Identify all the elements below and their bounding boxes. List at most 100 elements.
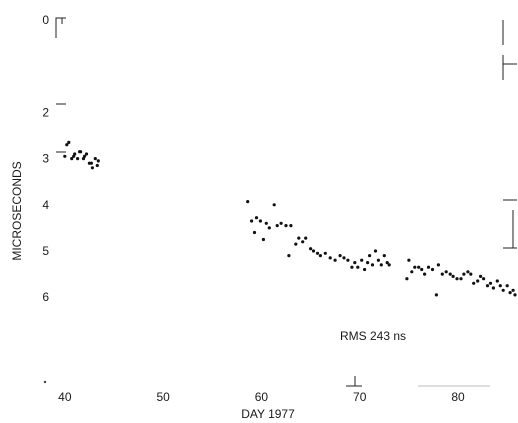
y-tick-label-3: 4: [42, 198, 49, 212]
data-point-57: [382, 254, 386, 258]
data-point-83: [482, 277, 486, 281]
data-point-31: [289, 224, 293, 228]
data-point-89: [501, 288, 505, 292]
data-point-44: [342, 256, 346, 260]
data-point-25: [267, 226, 271, 230]
x-tick-label-4: 80: [451, 390, 465, 404]
data-point-21: [254, 216, 259, 220]
data-point-67: [426, 265, 431, 269]
data-point-26: [272, 203, 276, 207]
y-tick-label-1: 2: [42, 105, 49, 119]
x-tick-label-2: 60: [255, 390, 269, 404]
data-point-22: [258, 219, 262, 223]
data-point-80: [472, 281, 476, 285]
data-point-59: [387, 263, 391, 267]
data-point-91: [508, 291, 512, 295]
data-point-50: [363, 267, 367, 272]
data-point-62: [410, 270, 414, 274]
data-point-17: [95, 163, 99, 168]
data-point-38: [315, 251, 320, 255]
data-point-16: [89, 161, 93, 165]
data-point-61: [407, 258, 411, 262]
data-point-69: [434, 293, 438, 297]
data-point-74: [451, 274, 455, 278]
data-point-82: [479, 274, 483, 278]
data-point-93: [513, 293, 517, 297]
data-point-76: [459, 277, 463, 281]
data-point-68: [430, 267, 435, 272]
data-point-11: [96, 159, 100, 163]
data-point-52: [368, 254, 372, 258]
data-point-19: [250, 219, 254, 223]
data-point-28: [279, 221, 283, 225]
y-tick-label-0: 0: [42, 13, 49, 27]
y-tick-label-2: 3: [42, 152, 49, 166]
data-point-43: [338, 254, 342, 258]
data-point-10: [93, 157, 97, 161]
data-point-53: [370, 263, 375, 267]
data-point-46: [350, 265, 354, 269]
data-point-71: [440, 272, 444, 276]
data-point-72: [444, 270, 448, 274]
data-point-0: [63, 154, 67, 158]
data-point-36: [309, 247, 313, 251]
data-point-14: [78, 150, 82, 154]
data-point-60: [405, 277, 409, 281]
rms-annotation: RMS 243 ns: [340, 329, 406, 343]
data-point-23: [261, 237, 265, 242]
data-point-35: [304, 236, 308, 240]
data-point-58: [385, 261, 389, 265]
data-point-2: [70, 157, 74, 161]
data-point-77: [462, 272, 466, 276]
stray-mark: [43, 380, 47, 384]
data-point-41: [328, 256, 332, 260]
data-point-18: [246, 200, 250, 204]
data-point-92: [511, 288, 515, 292]
x-tick-labels: 40 50 60 70 80: [58, 390, 465, 404]
right-edge-mark-mid: [503, 199, 517, 249]
data-point-42: [333, 258, 337, 262]
data-point-39: [318, 254, 322, 258]
data-point-70: [436, 263, 440, 267]
data-point-24: [264, 221, 268, 225]
data-point-27: [275, 224, 279, 228]
right-edge-mark-top: [502, 20, 517, 80]
data-point-34: [301, 240, 305, 244]
data-point-51: [366, 261, 370, 265]
data-point-63: [413, 265, 417, 269]
y-tick-labels: 0 2 3 4 5 6: [42, 13, 49, 304]
data-point-33: [297, 236, 301, 240]
data-point-86: [491, 286, 495, 290]
data-point-1: [67, 140, 71, 144]
x-axis-label: DAY 1977: [241, 407, 295, 421]
y-tick-label-5: 6: [42, 290, 49, 304]
x-tick-label-0: 40: [58, 390, 72, 404]
data-point-78: [466, 270, 470, 274]
data-points: [63, 140, 517, 297]
data-point-90: [505, 284, 509, 288]
x-tick-label-3: 70: [353, 390, 367, 404]
data-point-4: [76, 157, 80, 161]
data-point-7: [84, 152, 89, 156]
y-tick-label-4: 5: [42, 244, 49, 258]
data-point-15: [82, 154, 87, 158]
data-point-20: [252, 230, 257, 235]
data-point-9: [90, 166, 94, 170]
y-axis-label: MICROSECONDS: [10, 161, 24, 260]
data-point-75: [455, 277, 459, 281]
data-point-47: [353, 261, 357, 265]
data-point-79: [469, 272, 473, 276]
data-point-87: [495, 279, 499, 283]
data-point-40: [323, 251, 327, 255]
data-point-81: [476, 279, 480, 283]
data-point-55: [376, 258, 380, 262]
origin-bracket: [55, 17, 66, 38]
data-point-30: [287, 254, 291, 258]
data-point-54: [373, 249, 378, 253]
data-point-84: [485, 284, 490, 288]
x-tick-label-1: 50: [156, 390, 170, 404]
data-point-73: [448, 272, 452, 276]
data-point-65: [420, 267, 424, 272]
data-point-85: [488, 281, 493, 285]
